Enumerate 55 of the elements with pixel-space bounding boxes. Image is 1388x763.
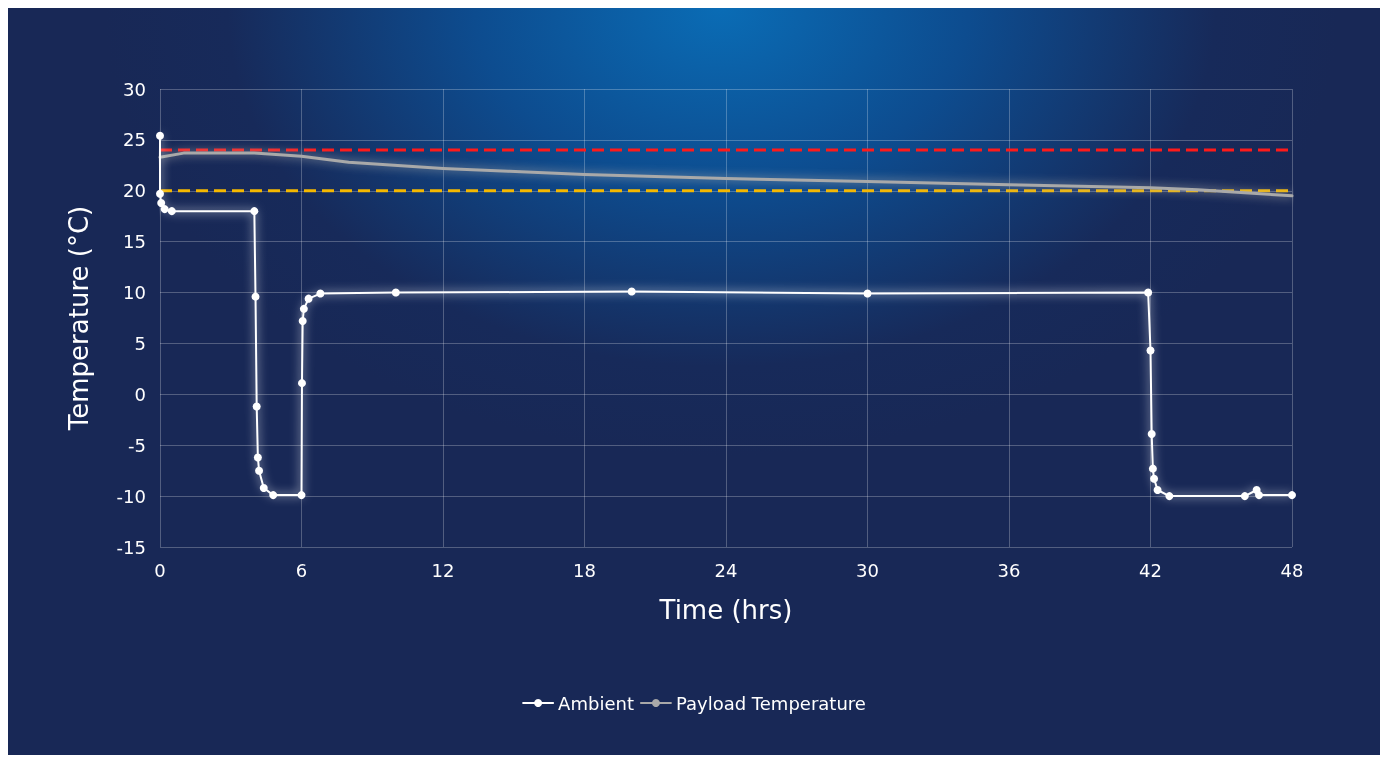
y-tick-label: -15 bbox=[116, 536, 146, 558]
y-tick-label: 30 bbox=[123, 78, 146, 100]
point bbox=[627, 287, 636, 296]
y-axis-title: Temperature (°C) bbox=[64, 205, 94, 432]
point bbox=[316, 289, 325, 298]
point bbox=[253, 453, 262, 462]
point bbox=[252, 402, 261, 411]
point bbox=[1150, 474, 1159, 483]
point bbox=[1165, 492, 1174, 501]
point bbox=[1144, 288, 1153, 297]
y-tick-label: -10 bbox=[116, 485, 146, 507]
x-tick-label: 42 bbox=[1139, 559, 1162, 581]
point bbox=[297, 379, 306, 388]
point bbox=[1288, 491, 1296, 500]
point bbox=[251, 292, 260, 301]
point bbox=[259, 483, 268, 492]
point bbox=[298, 317, 307, 326]
point bbox=[250, 207, 259, 216]
y-tick-label: 20 bbox=[123, 180, 146, 202]
point bbox=[156, 131, 164, 140]
point bbox=[1254, 491, 1263, 500]
y-tick-label: 25 bbox=[123, 129, 146, 151]
y-tick-label: -5 bbox=[128, 434, 146, 456]
point bbox=[157, 198, 166, 207]
y-tick-label: 0 bbox=[134, 383, 146, 405]
x-axis-title: Time (hrs) bbox=[658, 595, 793, 625]
point bbox=[391, 288, 400, 297]
x-tick-label: 12 bbox=[431, 559, 455, 581]
line-series bbox=[158, 151, 1294, 198]
x-tick-label: 48 bbox=[1280, 559, 1304, 581]
point bbox=[297, 491, 306, 500]
x-tick-label: 0 bbox=[154, 559, 166, 581]
x-tick-label: 30 bbox=[856, 559, 879, 581]
point bbox=[863, 289, 872, 298]
legend-label: Ambient bbox=[558, 692, 634, 714]
x-tick-label: 6 bbox=[295, 559, 308, 581]
legend-label: Payload Temperature bbox=[675, 692, 866, 714]
point bbox=[160, 205, 169, 214]
point bbox=[1146, 346, 1155, 355]
point bbox=[167, 207, 176, 216]
point bbox=[156, 189, 164, 198]
x-tick-label: 36 bbox=[997, 559, 1021, 581]
y-tick-label: 5 bbox=[134, 332, 146, 354]
point bbox=[1148, 464, 1157, 473]
point bbox=[269, 491, 278, 500]
point bbox=[304, 294, 313, 303]
y-tick-label: 15 bbox=[123, 231, 146, 253]
point bbox=[299, 304, 308, 313]
point bbox=[255, 466, 264, 475]
x-tick-label: 18 bbox=[573, 559, 596, 581]
y-tick-label: 10 bbox=[123, 282, 146, 304]
point bbox=[1153, 486, 1162, 494]
point bbox=[1147, 430, 1156, 439]
x-tick-label: 24 bbox=[714, 559, 738, 581]
point bbox=[1240, 492, 1249, 501]
